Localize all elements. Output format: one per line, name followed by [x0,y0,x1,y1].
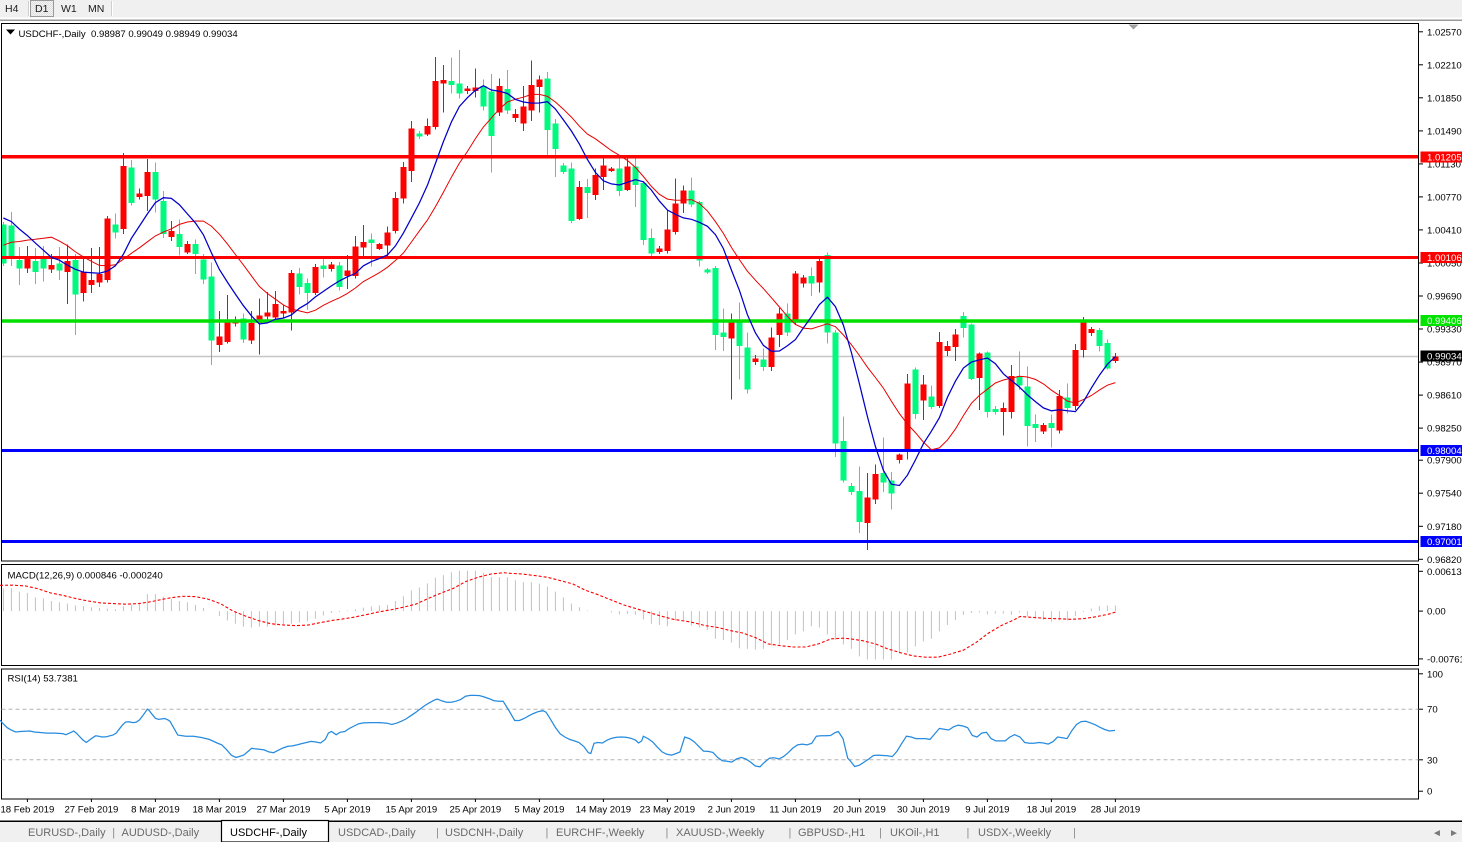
svg-text:USDCHF-,Daily 0.98987 0.99049: USDCHF-,Daily 0.98987 0.99049 0.98949 0.… [19,29,239,40]
svg-text:100: 100 [1427,669,1443,680]
svg-text:1.01490: 1.01490 [1427,126,1462,137]
svg-text:0.98970: 0.98970 [1427,358,1462,369]
svg-text:USDCHF-,Daily: USDCHF-,Daily [230,827,308,839]
svg-text:XAUUSD-,Weekly: XAUUSD-,Weekly [676,827,765,839]
svg-text:|: | [789,827,792,839]
svg-text:0.97900: 0.97900 [1427,456,1462,467]
svg-text:AUDUSD-,Daily: AUDUSD-,Daily [122,827,200,839]
svg-text:USDCAD-,Daily: USDCAD-,Daily [338,827,416,839]
svg-text:8 Mar 2019: 8 Mar 2019 [131,805,180,816]
svg-text:30 Jun 2019: 30 Jun 2019 [897,805,950,816]
svg-text:0.99406: 0.99406 [1427,316,1462,327]
svg-text:|: | [436,827,439,839]
svg-text:11 Jun 2019: 11 Jun 2019 [769,805,821,816]
svg-text:15 Apr 2019: 15 Apr 2019 [386,805,438,816]
svg-text:0.98250: 0.98250 [1427,424,1462,435]
svg-text:0.96820: 0.96820 [1427,555,1462,566]
svg-text:|: | [112,827,115,839]
svg-text:W1: W1 [61,3,77,15]
svg-text:2 Jun 2019: 2 Jun 2019 [708,805,755,816]
svg-text:GBPUSD-,H1: GBPUSD-,H1 [798,827,865,839]
svg-text:1.01850: 1.01850 [1427,93,1462,104]
svg-text:USDCNH-,Daily: USDCNH-,Daily [445,827,524,839]
svg-text:|: | [666,827,669,839]
svg-text:30: 30 [1427,755,1438,766]
svg-text:|: | [546,827,549,839]
svg-text:0.00613: 0.00613 [1427,567,1462,578]
svg-text:0.97001: 0.97001 [1427,537,1462,548]
svg-text:1.00050: 1.00050 [1427,259,1462,270]
svg-text:0.99034: 0.99034 [1427,352,1462,363]
svg-text:0.00: 0.00 [1427,607,1446,618]
svg-text:9 Jul 2019: 9 Jul 2019 [965,805,1009,816]
svg-text:27 Mar 2019: 27 Mar 2019 [256,805,310,816]
svg-text:1.01205: 1.01205 [1427,153,1462,164]
svg-text:-0.007612: -0.007612 [1427,654,1462,665]
svg-text:27 Feb 2019: 27 Feb 2019 [64,805,118,816]
svg-text:70: 70 [1427,705,1438,716]
svg-text:18 Feb 2019: 18 Feb 2019 [0,805,54,816]
svg-text:0.97180: 0.97180 [1427,522,1462,533]
svg-text:UKOil-,H1: UKOil-,H1 [890,827,940,839]
svg-text:►: ► [1449,828,1459,839]
svg-text:|: | [879,827,882,839]
svg-text:20 Jun 2019: 20 Jun 2019 [833,805,886,816]
svg-text:18 Jul 2019: 18 Jul 2019 [1027,805,1077,816]
svg-text:H4: H4 [5,3,19,15]
svg-text:25 Apr 2019: 25 Apr 2019 [450,805,502,816]
svg-text:14 May 2019: 14 May 2019 [576,805,631,816]
svg-text:5 Apr 2019: 5 Apr 2019 [324,805,370,816]
svg-text:0: 0 [1427,787,1432,798]
svg-text:1.00106: 1.00106 [1427,253,1462,264]
svg-text:1.00770: 1.00770 [1427,192,1462,203]
svg-text:RSI(14) 53.7381: RSI(14) 53.7381 [8,674,78,685]
svg-text:18 Mar 2019: 18 Mar 2019 [192,805,246,816]
svg-text:23 May 2019: 23 May 2019 [640,805,695,816]
svg-text:EURCHF-,Weekly: EURCHF-,Weekly [556,827,645,839]
svg-text:0.99330: 0.99330 [1427,325,1462,336]
svg-text:28 Jul 2019: 28 Jul 2019 [1091,805,1141,816]
svg-text:EURUSD-,Daily: EURUSD-,Daily [28,827,106,839]
svg-text:1.02570: 1.02570 [1427,27,1462,38]
svg-text:1.01130: 1.01130 [1427,159,1461,170]
svg-text:0.98610: 0.98610 [1427,391,1462,402]
svg-text:MACD(12,26,9) 0.000846 -0.0002: MACD(12,26,9) 0.000846 -0.000240 [8,571,163,582]
svg-text:USDX-,Weekly: USDX-,Weekly [978,827,1052,839]
svg-text:1.02210: 1.02210 [1427,60,1462,71]
svg-text:|: | [967,827,970,839]
svg-text:0.99690: 0.99690 [1427,292,1462,303]
svg-text:MN: MN [88,3,104,15]
svg-text:D1: D1 [35,3,49,15]
svg-text:0.98004: 0.98004 [1427,446,1462,457]
svg-text:5 May 2019: 5 May 2019 [514,805,564,816]
svg-text:0.97540: 0.97540 [1427,489,1462,500]
svg-text:|: | [1073,827,1076,839]
svg-text:◄: ◄ [1432,828,1442,839]
svg-text:1.00410: 1.00410 [1427,225,1462,236]
